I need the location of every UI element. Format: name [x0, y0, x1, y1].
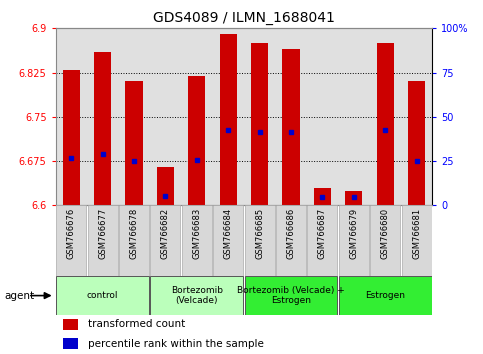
Bar — [94, 52, 111, 205]
Text: GSM766686: GSM766686 — [286, 207, 296, 259]
Text: control: control — [87, 291, 118, 300]
Bar — [408, 81, 425, 205]
Text: agent: agent — [5, 291, 35, 301]
Bar — [182, 205, 212, 276]
Bar — [370, 205, 400, 276]
Text: GSM766684: GSM766684 — [224, 207, 233, 258]
Bar — [251, 43, 268, 205]
Bar — [276, 205, 306, 276]
Text: GSM766678: GSM766678 — [129, 207, 139, 259]
Bar — [188, 75, 205, 205]
Bar — [87, 205, 118, 276]
Text: percentile rank within the sample: percentile rank within the sample — [87, 339, 263, 349]
Bar — [56, 205, 86, 276]
Bar — [283, 49, 299, 205]
Text: GSM766685: GSM766685 — [255, 207, 264, 258]
Text: GSM766683: GSM766683 — [192, 207, 201, 259]
Bar — [244, 276, 338, 315]
Bar — [307, 205, 338, 276]
Bar — [314, 188, 331, 205]
Text: GSM766676: GSM766676 — [67, 207, 76, 259]
Text: GSM766682: GSM766682 — [161, 207, 170, 258]
Bar — [126, 81, 142, 205]
Text: GSM766677: GSM766677 — [98, 207, 107, 259]
Bar — [157, 167, 174, 205]
Bar — [63, 319, 78, 330]
Bar — [220, 34, 237, 205]
Bar — [339, 205, 369, 276]
Bar — [150, 276, 243, 315]
Bar — [63, 338, 78, 349]
Text: Estrogen: Estrogen — [365, 291, 405, 300]
Text: transformed count: transformed count — [87, 319, 185, 330]
Bar — [244, 205, 275, 276]
Title: GDS4089 / ILMN_1688041: GDS4089 / ILMN_1688041 — [153, 11, 335, 24]
Bar — [119, 205, 149, 276]
Text: GSM766680: GSM766680 — [381, 207, 390, 258]
Bar — [401, 205, 432, 276]
Bar — [213, 205, 243, 276]
Bar — [63, 70, 80, 205]
Text: Bortezomib
(Velcade): Bortezomib (Velcade) — [171, 286, 223, 305]
Text: GSM766681: GSM766681 — [412, 207, 421, 258]
Text: GSM766687: GSM766687 — [318, 207, 327, 259]
Bar — [150, 205, 181, 276]
Text: GSM766679: GSM766679 — [349, 207, 358, 258]
Text: Bortezomib (Velcade) +
Estrogen: Bortezomib (Velcade) + Estrogen — [237, 286, 345, 305]
Bar — [339, 276, 432, 315]
Bar — [377, 43, 394, 205]
Bar — [56, 276, 149, 315]
Bar — [345, 190, 362, 205]
